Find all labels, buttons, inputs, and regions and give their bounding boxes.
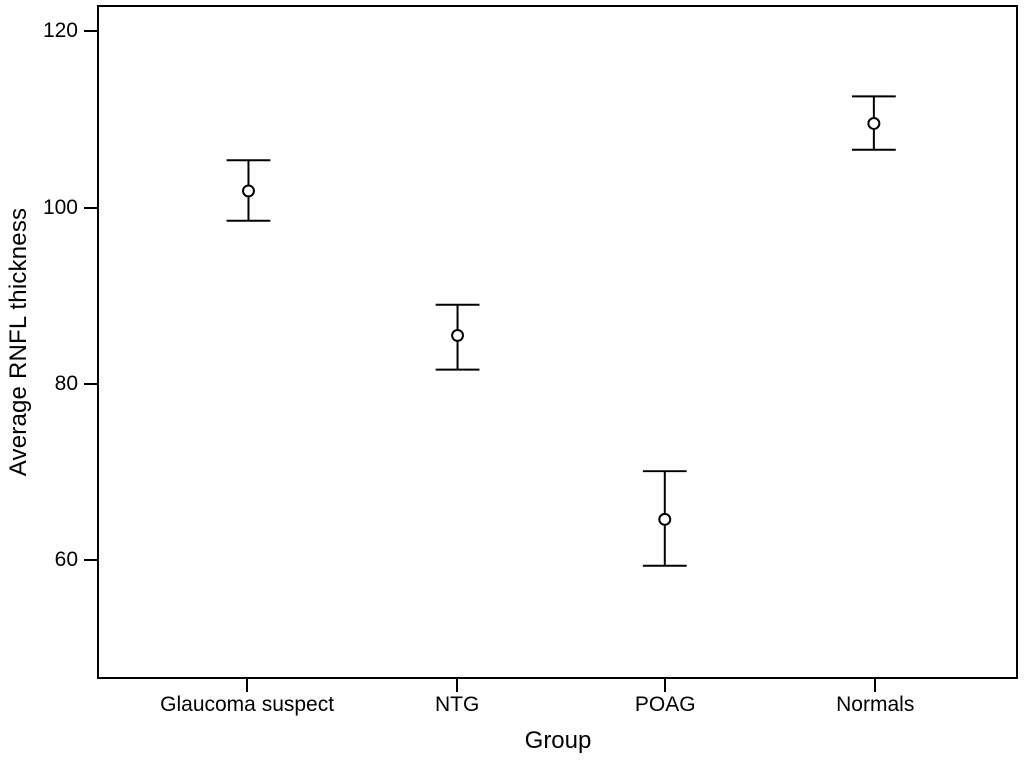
x-tick-mark-ntg xyxy=(456,679,459,692)
x-tick-label-glaucoma-suspect: Glaucoma suspect xyxy=(160,693,335,716)
y-tick-mark-60 xyxy=(84,559,97,562)
x-tick-label-normals: Normals xyxy=(836,693,915,716)
y-tick-label-120: 120 xyxy=(42,19,78,43)
x-axis-label: Group xyxy=(524,727,592,754)
y-tick-label-60: 60 xyxy=(54,548,78,572)
y-axis-label: Average RNFL thickness xyxy=(5,207,32,477)
errorbar-plot-svg xyxy=(226,95,896,567)
y-tick-mark-100 xyxy=(84,206,97,209)
x-tick-label-ntg: NTG xyxy=(434,693,480,716)
y-tick-mark-120 xyxy=(84,30,97,33)
data-point-ntg xyxy=(451,328,465,342)
x-tick-mark-poag xyxy=(664,679,667,692)
y-tick-label-100: 100 xyxy=(42,195,78,219)
x-tick-mark-glaucoma-suspect xyxy=(246,679,249,692)
y-tick-label-80: 80 xyxy=(54,371,78,395)
data-point-normals xyxy=(867,117,881,130)
data-point-glaucoma-suspect xyxy=(241,184,255,198)
x-tick-label-poag: POAG xyxy=(634,693,696,716)
y-tick-mark-80 xyxy=(84,382,97,385)
plot-area xyxy=(97,5,1018,679)
data-point-poag xyxy=(658,512,672,526)
x-tick-mark-normals xyxy=(874,679,877,692)
